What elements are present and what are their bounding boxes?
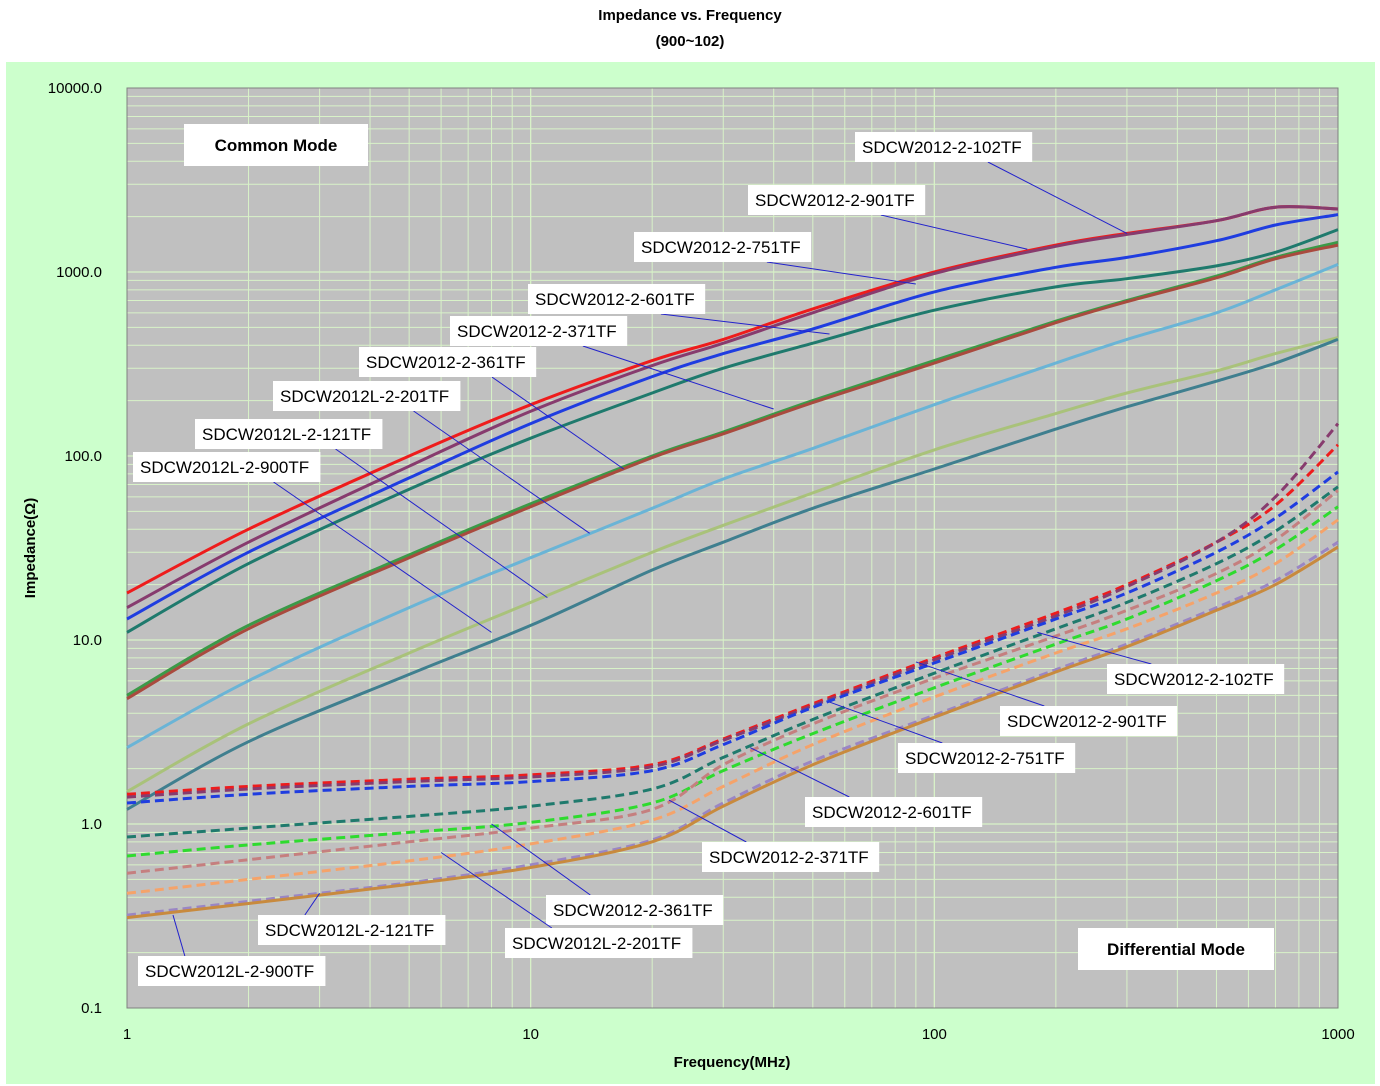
callout-label: SDCW2012-2-751TF (641, 238, 801, 257)
series-line-differential (126, 505, 1339, 858)
callout-box (1107, 664, 1285, 694)
callout-box (634, 232, 812, 262)
callout-label: SDCW2012-2-361TF (366, 353, 526, 372)
y-tick-label: 1.0 (81, 816, 102, 833)
y-axis-title: Impedance(Ω) (22, 498, 39, 598)
y-tick-labels: 0.1 1.0 10.0 100.0 1000.0 10000.0 (48, 80, 102, 1017)
callout-label: SDCW2012-2-102TF (862, 138, 1022, 157)
callout-leader-line (273, 481, 492, 633)
series-line-differential (126, 489, 1339, 875)
y-tick-label: 0.1 (81, 1000, 102, 1017)
series-line-common (126, 336, 1339, 793)
callout-box (359, 347, 537, 377)
callout-label: SDCW2012-2-371TF (457, 322, 617, 341)
callout-box (138, 956, 326, 986)
callout-leader-line (491, 376, 624, 470)
callout-leader-line (915, 661, 1045, 707)
callout-box (748, 185, 926, 215)
callout-leader-line (880, 214, 1028, 250)
callout-label: SDCW2012-2-601TF (812, 803, 972, 822)
callout-box (1000, 706, 1178, 736)
series-line-common (126, 338, 1339, 811)
x-tick-label: 10 (522, 1026, 539, 1043)
callout-box (528, 284, 706, 314)
callout-label: SDCW2012-2-751TF (905, 749, 1065, 768)
common-mode-box (184, 124, 368, 166)
common-mode-label: Common Mode (215, 136, 338, 155)
callout-label: SDCW2012L-2-900TF (140, 458, 309, 477)
series-line-common (126, 263, 1339, 749)
x-tick-label: 1 (123, 1026, 131, 1043)
callout-leader-line (766, 261, 916, 285)
y-tick-label: 10.0 (73, 632, 102, 649)
callout-box (505, 928, 693, 958)
x-tick-labels: 1 10 100 1000 (123, 1026, 1355, 1043)
callout-leader-line (440, 852, 553, 929)
callout-label: SDCW2012-2-371TF (709, 848, 869, 867)
x-tick-label: 100 (922, 1026, 947, 1043)
callout-leader-line (660, 313, 830, 335)
x-tick-label: 1000 (1321, 1026, 1354, 1043)
callout-box (546, 895, 724, 925)
callout-label: SDCW2012L-2-121TF (265, 921, 434, 940)
callout-label: SDCW2012-2-601TF (535, 290, 695, 309)
callout-leader-line (582, 345, 774, 410)
callout-leader-line (413, 410, 590, 534)
callout-leader-line (1037, 631, 1152, 665)
callouts-group: SDCW2012-2-102TF SDCW2012-2-901TF SDCW2012… (133, 132, 1285, 986)
callout-box (898, 743, 1076, 773)
callout-box (273, 381, 461, 411)
series-line-differential (126, 470, 1339, 805)
callout-box (258, 915, 446, 945)
callout-label: SDCW2012-2-361TF (553, 901, 713, 920)
y-tick-label: 100.0 (64, 448, 102, 465)
x-axis-title: Frequency(MHz) (674, 1054, 791, 1071)
series-line-differential (126, 540, 1339, 917)
callout-label: SDCW2012-2-102TF (1114, 670, 1274, 689)
callout-box (133, 452, 321, 482)
callout-box (450, 316, 628, 346)
series-line-common (126, 228, 1339, 634)
series-line-differential (126, 443, 1340, 796)
series-line-common (126, 213, 1339, 621)
callout-label: SDCW2012L-2-201TF (280, 387, 449, 406)
callout-label: SDCW2012L-2-121TF (202, 425, 371, 444)
callout-leader-line (829, 701, 943, 744)
callout-leader-line (491, 823, 591, 896)
series-group (126, 205, 1340, 920)
chart-subtitle: (900~102) (655, 33, 725, 50)
series-line-differential (126, 422, 1340, 799)
callout-label: SDCW2012-2-901TF (755, 191, 915, 210)
y-tick-label: 1000.0 (56, 264, 102, 281)
callout-leader-line (304, 893, 321, 916)
series-line-differential (126, 518, 1339, 895)
callout-leader-line (335, 448, 548, 599)
series-line-common (126, 243, 1339, 700)
callout-label: SDCW2012L-2-201TF (512, 934, 681, 953)
callout-leader-line (987, 161, 1128, 234)
callout-box (855, 132, 1033, 162)
callout-leader-line (172, 914, 186, 957)
series-line-differential (126, 485, 1339, 839)
differential-mode-box (1078, 928, 1274, 970)
callout-box (805, 797, 983, 827)
differential-mode-label: Differential Mode (1107, 940, 1245, 959)
callout-box (195, 419, 383, 449)
callout-leader-line (668, 799, 747, 843)
callout-leader-line (750, 747, 850, 798)
chart-title: Impedance vs. Frequency (598, 7, 782, 24)
callout-label: SDCW2012-2-901TF (1007, 712, 1167, 731)
callout-label: SDCW2012L-2-900TF (145, 962, 314, 981)
y-tick-label: 10000.0 (48, 80, 102, 97)
series-line-common (126, 205, 1339, 609)
callout-box (702, 842, 880, 872)
series-line-differential (126, 545, 1339, 920)
